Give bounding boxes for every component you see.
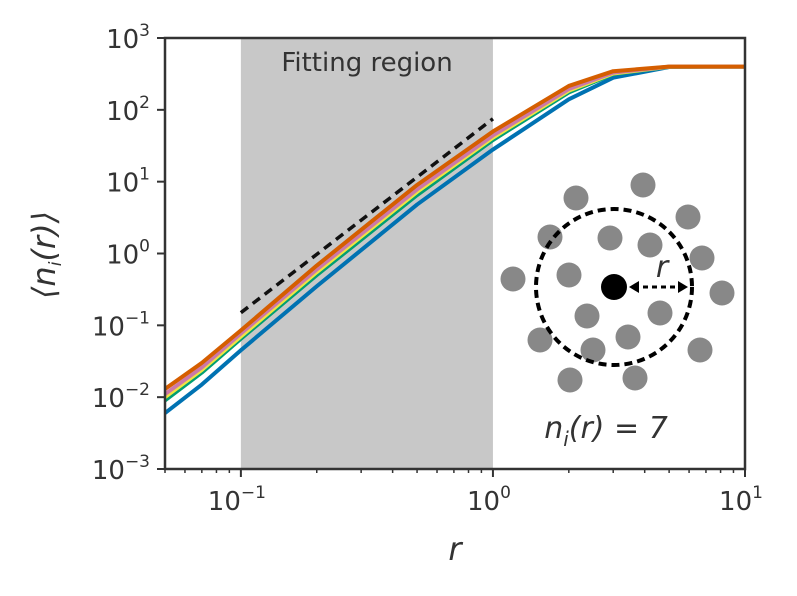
inset-count-label: ni(r) = 7 xyxy=(544,411,668,451)
y-tick-label-3: 100 xyxy=(106,237,150,271)
cutoff-circle xyxy=(534,207,694,367)
axes: 10−1 100 101 10−3 10−2 10−1 100 101 102 103 xyxy=(92,21,763,517)
neighbor-particle xyxy=(647,300,673,326)
y-tick-label-6: 103 xyxy=(106,21,150,55)
reference-slope-line xyxy=(239,117,495,315)
neighbor-particle xyxy=(574,303,600,329)
neighbor-particle xyxy=(622,365,648,391)
neighbor-particle xyxy=(557,367,583,393)
radius-arrowhead-left xyxy=(629,281,639,293)
inset-diagram: r ni(r) = 7 xyxy=(500,172,735,451)
neighbor-particle xyxy=(687,337,713,363)
neighbor-particle xyxy=(537,224,563,250)
y-tick-label-5: 102 xyxy=(106,93,150,127)
neighbor-particle xyxy=(580,337,606,363)
neighbor-particle xyxy=(597,225,623,251)
neighbor-particle xyxy=(675,204,701,230)
neighbor-particle xyxy=(615,324,641,350)
y-tick-label-2: 10−1 xyxy=(92,308,150,342)
y-axis-label: ⟨ni(r)⟩ xyxy=(25,211,66,299)
x-tick-label-2: 101 xyxy=(719,483,763,517)
y-tick-label-4: 101 xyxy=(106,165,150,199)
neighbor-particle xyxy=(709,280,735,306)
x-axis-label: r xyxy=(448,530,463,568)
neighbor-particle xyxy=(689,245,715,271)
plot-area xyxy=(165,38,745,469)
focal-particle xyxy=(601,274,627,300)
series-line-5 xyxy=(165,64,745,391)
neighbor-particle xyxy=(630,172,656,198)
neighbor-particle xyxy=(527,327,553,353)
y-tick-label-0: 10−3 xyxy=(92,452,150,486)
neighbor-particle xyxy=(563,185,589,211)
fitting-region xyxy=(240,38,493,469)
inset-radius-label: r xyxy=(656,250,670,285)
x-tick-label-1: 100 xyxy=(467,483,511,517)
fitting-region-label: Fitting region xyxy=(281,48,452,78)
neighbor-particle xyxy=(556,262,582,288)
x-tick-label-0: 10−1 xyxy=(208,483,266,517)
neighbor-particle xyxy=(500,266,526,292)
radius-arrowhead-right xyxy=(678,281,688,293)
y-tick-label-1: 10−2 xyxy=(92,380,150,414)
neighbor-particle xyxy=(637,232,663,258)
